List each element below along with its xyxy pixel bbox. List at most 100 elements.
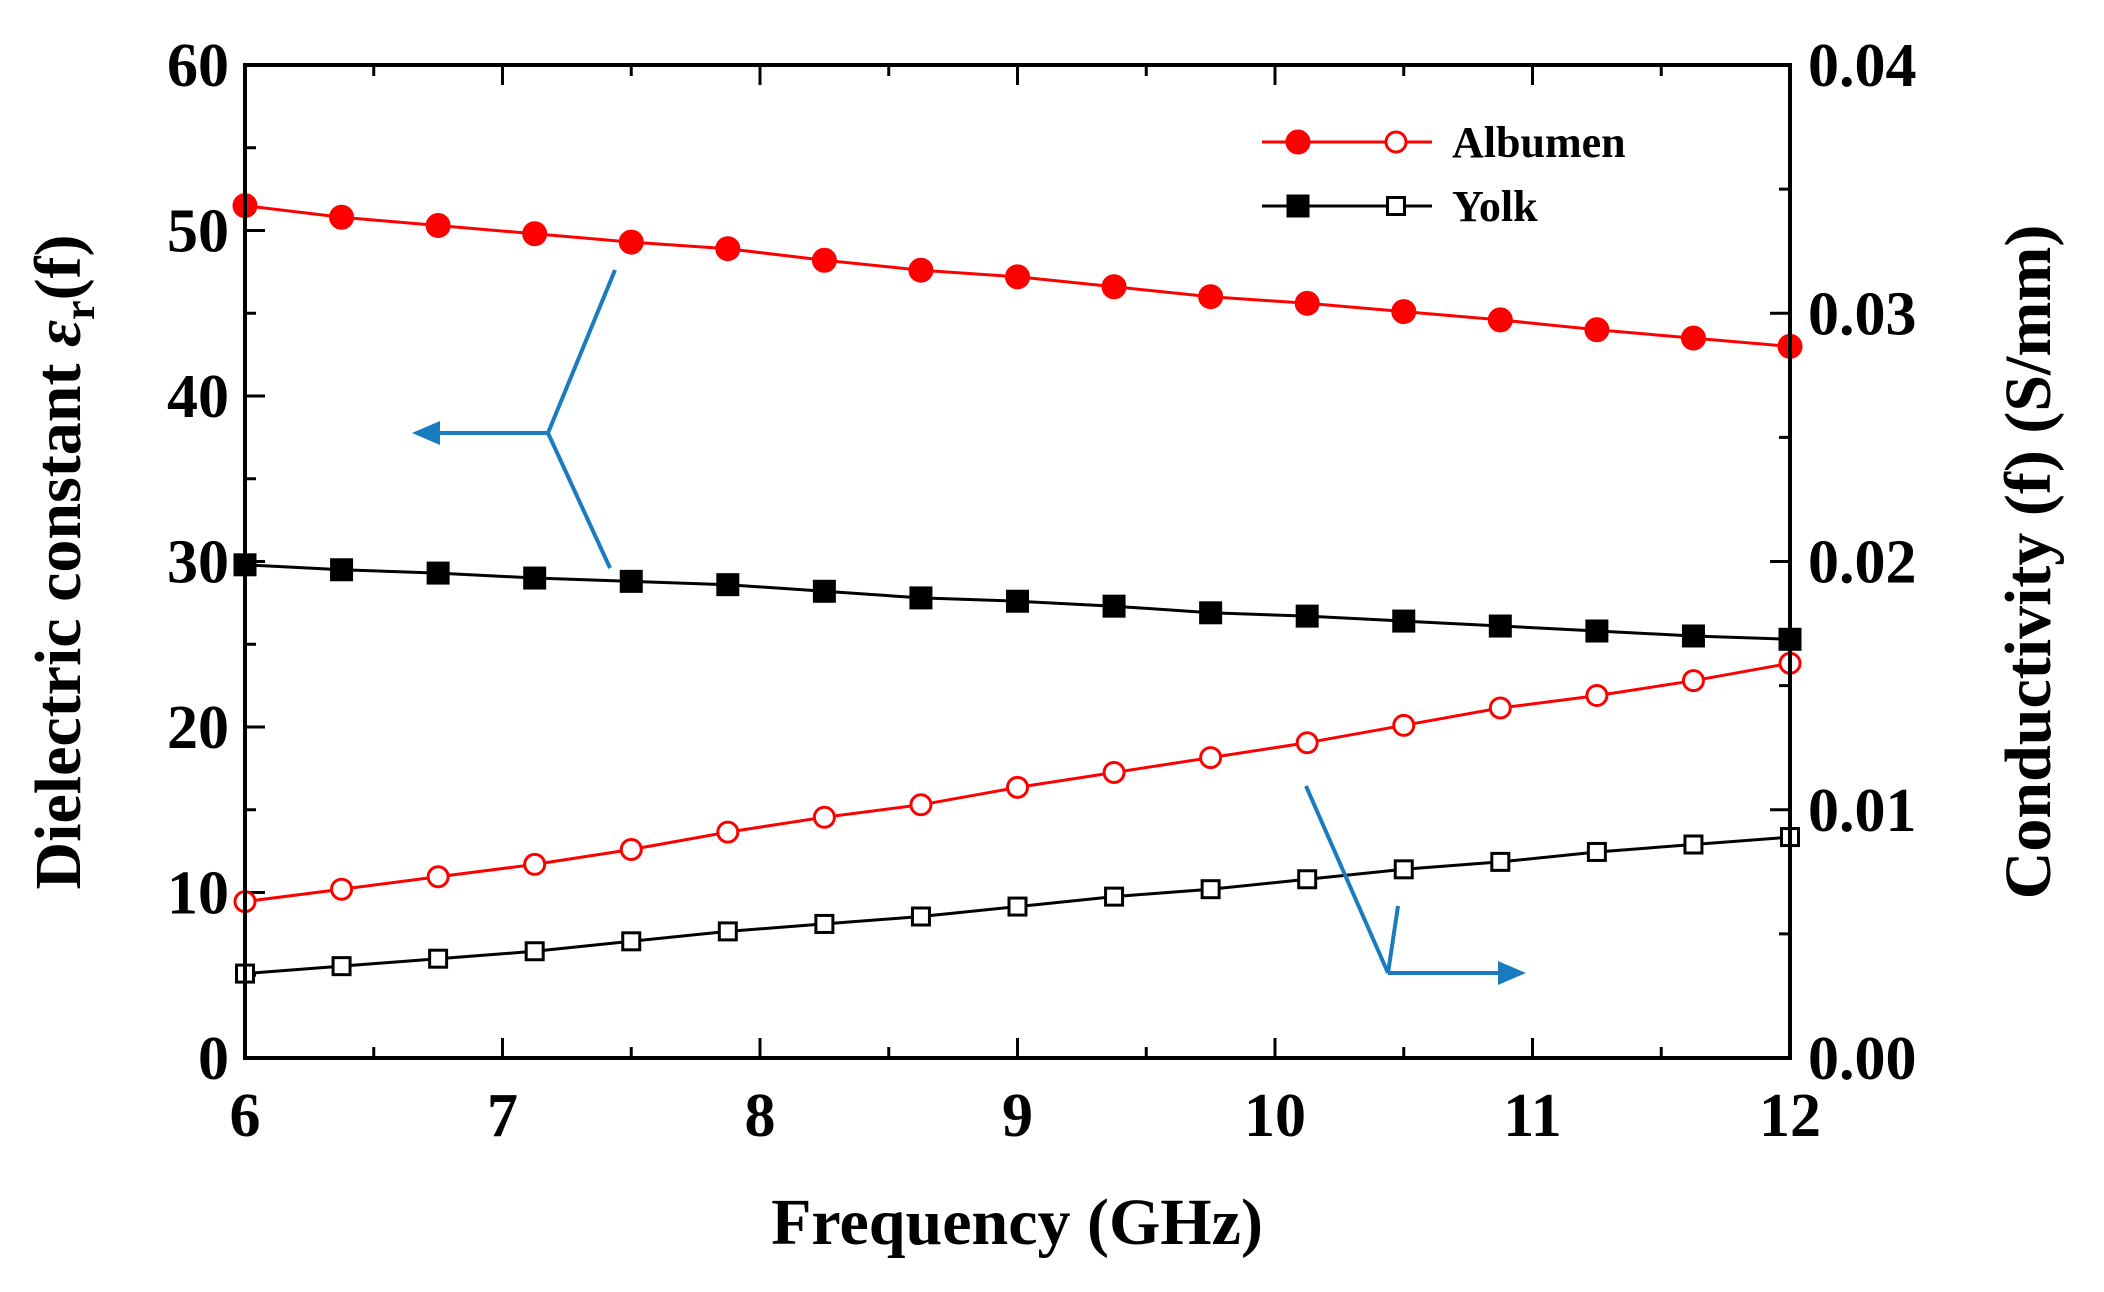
data-point	[908, 257, 934, 283]
arrow-branch	[546, 269, 617, 434]
data-point	[428, 948, 449, 969]
data-point	[1488, 614, 1512, 638]
y-right-tick-label: 0.02	[1808, 529, 1917, 597]
data-point	[1585, 684, 1609, 708]
data-point	[1102, 594, 1126, 618]
data-point	[1005, 264, 1030, 290]
left-axis-arrow	[412, 269, 617, 569]
data-point	[1585, 619, 1609, 643]
data-point	[330, 558, 354, 582]
data-point	[812, 579, 836, 603]
y-left-tick-label: 10	[167, 860, 229, 928]
data-point	[909, 793, 933, 817]
axis-arrows	[412, 269, 1526, 985]
data-point	[1683, 834, 1704, 855]
legend-label: Yolk	[1452, 182, 1538, 231]
plot-frame	[243, 63, 1792, 1060]
data-point	[716, 820, 740, 844]
data-point	[1200, 879, 1221, 900]
data-point	[1487, 307, 1513, 333]
data-point	[1198, 284, 1224, 310]
y-left-tick-label: 20	[167, 694, 229, 762]
y-right-tick-label: 0.01	[1808, 777, 1917, 845]
y-right-tick-label: 0.00	[1808, 1025, 1917, 1093]
right-axis-title: Conductivity (f) (S/mm)	[1992, 225, 2065, 900]
legend-entry-0: Albumen	[1262, 118, 1626, 167]
y-right-tick-label: 0.04	[1808, 32, 1917, 100]
data-point	[1294, 290, 1320, 316]
arrow-branch	[1386, 905, 1400, 974]
data-point	[523, 852, 547, 876]
x-axis-title: Frequency (GHz)	[771, 1186, 1263, 1259]
x-tick-label: 6	[230, 1082, 261, 1150]
y-left-tick-label: 60	[167, 32, 229, 100]
data-point	[1006, 589, 1029, 613]
arrow-head	[412, 421, 440, 445]
legend: Albumen Yolk	[1262, 118, 1626, 231]
data-point	[910, 906, 931, 927]
data-point	[814, 913, 835, 934]
right-axis-arrow	[1304, 785, 1526, 985]
data-point	[812, 805, 836, 829]
x-tick-label: 10	[1244, 1082, 1306, 1150]
data-point	[811, 247, 837, 273]
legend-marker-filled	[1286, 194, 1310, 218]
data-point	[331, 956, 352, 977]
series-1	[233, 553, 1802, 651]
legend-entry-1: Yolk	[1262, 182, 1538, 231]
x-tick-label: 9	[1002, 1082, 1033, 1150]
data-point	[1586, 841, 1607, 862]
left-axis-title-prefix: Dielectric constant	[22, 347, 95, 889]
data-point	[1295, 604, 1319, 628]
data-point	[1101, 274, 1127, 300]
data-point	[715, 236, 741, 262]
data-point	[1297, 869, 1318, 890]
legend-marker-open	[1386, 196, 1406, 216]
y-left-tick-label: 50	[167, 198, 229, 266]
data-point	[716, 573, 740, 597]
x-tick-label: 8	[745, 1082, 776, 1150]
data-point	[329, 204, 355, 230]
data-point	[621, 931, 642, 952]
data-point	[1391, 299, 1417, 325]
data-point	[1295, 731, 1319, 755]
data-point	[909, 586, 933, 610]
arrow-branch	[1304, 785, 1390, 974]
data-point	[1199, 746, 1223, 770]
data-point	[1681, 669, 1705, 693]
data-point	[1584, 317, 1610, 343]
data-point	[1392, 713, 1416, 737]
data-point	[619, 837, 643, 861]
data-point	[522, 221, 548, 247]
data-point	[1199, 601, 1223, 625]
series-0	[232, 193, 1803, 359]
data-point	[425, 213, 451, 239]
left-axis-title: Dielectric constant εr(f)	[22, 234, 104, 889]
x-tick-label: 11	[1503, 1082, 1562, 1150]
data-point	[330, 877, 354, 901]
data-point	[1007, 896, 1028, 917]
series-2	[233, 651, 1802, 914]
left-axis-title-subscript: r	[55, 300, 104, 320]
x-tick-label: 12	[1759, 1082, 1821, 1150]
y-right-tick-label: 0.03	[1808, 280, 1917, 348]
data-point	[1102, 761, 1126, 785]
data-point	[1681, 624, 1705, 648]
legend-marker-open	[1384, 130, 1408, 154]
data-point	[1393, 859, 1414, 880]
data-point	[618, 229, 644, 255]
series-3	[235, 827, 1800, 984]
left-axis-title-suffix: (f)	[22, 234, 95, 300]
data-point	[426, 865, 450, 889]
data-series	[232, 193, 1803, 984]
data-point	[1488, 696, 1512, 720]
data-point	[1680, 325, 1706, 351]
legend-label: Albumen	[1452, 118, 1626, 167]
data-point	[1490, 851, 1511, 872]
data-point	[1104, 886, 1125, 907]
tick-labels: 6 7 8 9 10 11 12 0 10 20 30 40 50 60 0.00 0.01 0.02 0.03 0…	[167, 32, 1917, 1150]
arrow-head	[1498, 961, 1526, 985]
data-point	[1392, 609, 1416, 633]
data-point	[619, 569, 643, 593]
